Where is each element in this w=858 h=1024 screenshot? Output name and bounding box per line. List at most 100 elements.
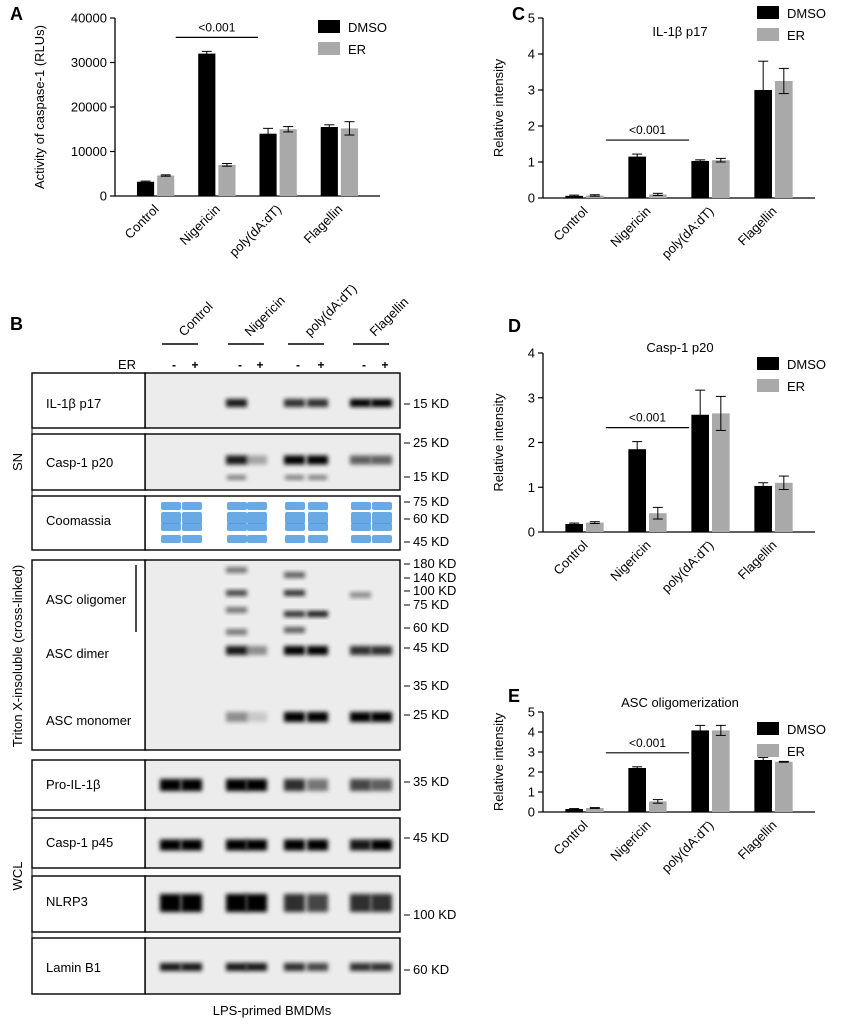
- oligomer-band: [284, 627, 305, 633]
- coomassie-band: [308, 535, 328, 543]
- x-tick-label: Flagellin: [735, 204, 780, 249]
- blot-label-frame: [31, 875, 146, 933]
- y-tick-label: 0: [528, 805, 535, 820]
- blot-panel-casp1p20: Casp-1 p20 25 KD 15 KD: [31, 433, 449, 491]
- bar-er: [586, 808, 604, 812]
- marker-label: 25 KD: [413, 435, 449, 450]
- marker-label: 100 KD: [413, 583, 456, 598]
- protein-band: [181, 779, 202, 791]
- bar-dmso: [136, 181, 155, 196]
- y-axis-label: Activity of caspase-1 (RLUs): [32, 25, 47, 189]
- protein-band: [350, 894, 371, 912]
- dimer-band: [350, 646, 371, 655]
- blot-group-label: poly(dA:dT): [302, 281, 360, 339]
- x-tick-label: Control: [550, 203, 590, 243]
- bar-er: [649, 194, 667, 198]
- blot-label-frame: [31, 937, 146, 995]
- blot-row-label: Pro-IL-1β: [46, 777, 100, 792]
- blot-panel-nlrp3: NLRP3 100 KD: [31, 875, 456, 933]
- y-tick-label: 5: [528, 11, 535, 26]
- bar-er: [586, 522, 604, 532]
- y-tick-label: 2: [528, 765, 535, 780]
- protein-band: [246, 455, 267, 465]
- protein-band: [307, 779, 328, 791]
- x-tick-label: poly(dA:dT): [658, 818, 716, 876]
- y-axis-label: Relative intensity: [491, 58, 506, 157]
- x-tick-label: Control: [550, 817, 590, 857]
- blot-group-label: Nigericin: [242, 293, 288, 339]
- coomassie-band: [161, 523, 181, 531]
- legend-label: ER: [787, 379, 805, 394]
- protein-band: [284, 455, 305, 465]
- protein-band: [284, 399, 305, 407]
- blot-panel-casp1p45: Casp-1 p45 45 KD: [31, 817, 449, 869]
- x-tick-label: Control: [550, 537, 590, 577]
- y-axis-label: Relative intensity: [491, 393, 506, 492]
- dimer-band: [371, 646, 392, 655]
- section-wcl: WCL: [10, 862, 25, 891]
- marker-label: 60 KD: [413, 620, 449, 635]
- protein-band: [371, 455, 392, 465]
- bar-er: [157, 175, 175, 196]
- protein-band: [284, 839, 305, 851]
- protein-band-minor: [227, 475, 246, 480]
- oligomer-band: [284, 611, 305, 617]
- coomassie-band: [308, 502, 328, 510]
- coomassie-band: [161, 512, 181, 524]
- x-tick-label: Flagellin: [735, 818, 780, 863]
- x-tick-label: Flagellin: [735, 538, 780, 583]
- protein-band: [226, 399, 247, 407]
- protein-band-minor: [285, 475, 304, 480]
- er-sign: -: [172, 358, 176, 372]
- coomassie-band: [308, 512, 328, 524]
- legend-swatch-dmso: [757, 722, 779, 735]
- significance-label: <0.001: [629, 411, 666, 425]
- y-tick-label: 3: [528, 745, 535, 760]
- oligomer-band: [307, 611, 328, 617]
- chart-title: IL-1β p17: [652, 24, 707, 39]
- legend-label: DMSO: [787, 357, 826, 372]
- coomassie-band: [285, 512, 305, 524]
- blot-caption: LPS-primed BMDMs: [213, 1003, 332, 1018]
- marker-label: 35 KD: [413, 774, 449, 789]
- coomassie-band: [247, 502, 267, 510]
- coomassie-band: [182, 502, 202, 510]
- blot-row-label: IL-1β p17: [46, 396, 101, 411]
- blot-panel-coomassie: Coomassia 75 KD 60 KD 45 KD: [31, 494, 449, 551]
- protein-band: [226, 779, 247, 791]
- marker-label: 75 KD: [413, 597, 449, 612]
- blot-label-frame: [31, 559, 146, 751]
- coomassie-band: [161, 535, 181, 543]
- blot-label-frame: [31, 433, 146, 491]
- x-tick-label: Nigericin: [607, 538, 653, 584]
- bar-er: [775, 482, 793, 532]
- bar-er: [775, 761, 793, 812]
- monomer-band: [350, 712, 371, 722]
- er-label: ER: [118, 357, 136, 372]
- legend-swatch-dmso: [318, 20, 340, 33]
- y-tick-label: 0: [528, 525, 535, 540]
- blot-panel-il1b: IL-1β p17 15 KD: [31, 372, 449, 429]
- protein-band: [181, 894, 202, 912]
- protein-band: [246, 779, 267, 791]
- marker-label: 45 KD: [413, 640, 449, 655]
- blot-panel-proil1b: Pro-IL-1β 35 KD: [31, 759, 449, 811]
- blot-row-label: NLRP3: [46, 894, 88, 909]
- protein-band: [350, 455, 371, 465]
- marker-label: 45 KD: [413, 534, 449, 549]
- coomassie-band: [351, 523, 371, 531]
- x-tick-label: poly(dA:dT): [658, 204, 716, 262]
- blot-row-label: ASC oligomer: [46, 592, 127, 607]
- marker-label: 15 KD: [413, 396, 449, 411]
- monomer-band: [371, 712, 392, 722]
- bar-dmso: [565, 523, 583, 532]
- protein-band-minor: [308, 475, 327, 480]
- blot-label-frame: [31, 817, 146, 869]
- bar-dmso: [198, 53, 216, 196]
- er-sign: -: [238, 358, 242, 372]
- blot-row-label: Casp-1 p45: [46, 835, 113, 850]
- blot-group-label: Flagellin: [367, 294, 412, 339]
- bar-dmso: [754, 90, 772, 198]
- er-sign: -: [362, 358, 366, 372]
- bar-dmso: [565, 809, 583, 812]
